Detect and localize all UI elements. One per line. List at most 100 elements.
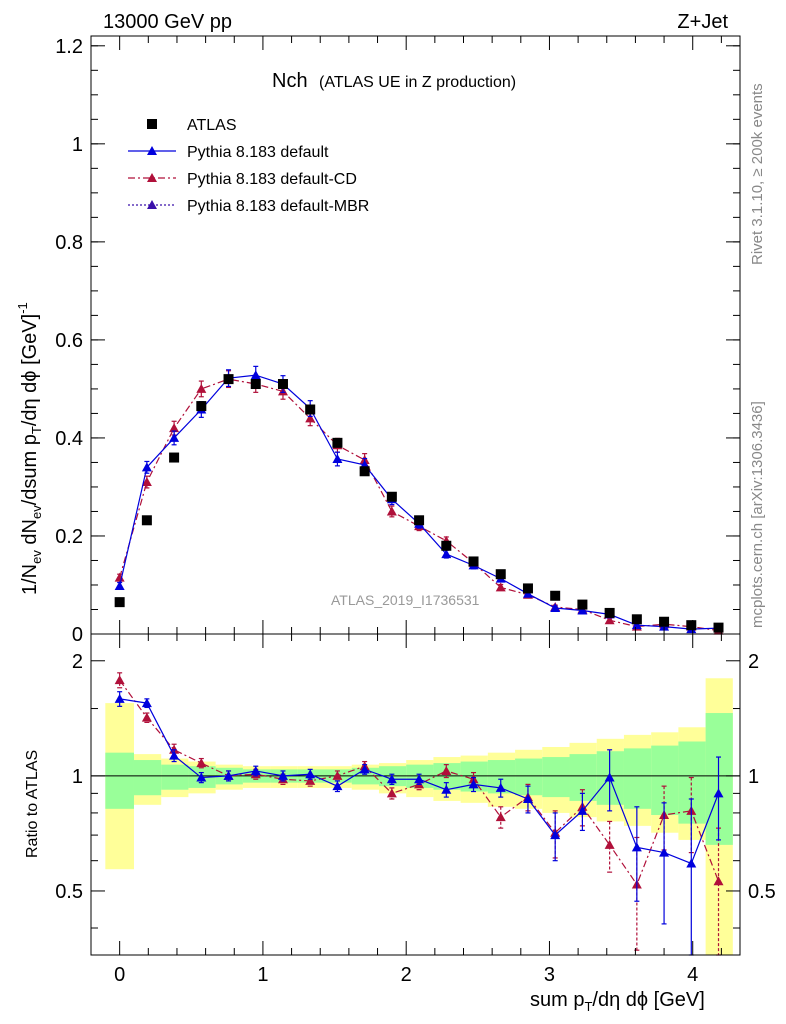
atlas-data-point [223, 374, 234, 385]
ratio-marker [441, 765, 452, 775]
uncertainty-band-green [651, 745, 679, 816]
ratio-marker [305, 775, 316, 785]
y-tick-label: 0.8 [55, 232, 83, 254]
x-axis-label: sum pT/dη dϕ [GeV] [530, 989, 705, 1014]
ratio-marker [604, 839, 615, 849]
y-tick-label: 0.6 [55, 330, 83, 352]
y-tick-label: 0 [72, 624, 83, 646]
uncertainty-band-green [105, 752, 134, 809]
ratio-marker [277, 770, 288, 780]
ratio-marker [332, 770, 343, 780]
ratio-marker [141, 712, 152, 722]
atlas-data-point [414, 515, 425, 526]
ratio-marker [468, 779, 479, 789]
mc-marker [114, 572, 125, 582]
x-tick-label: 2 [401, 964, 412, 986]
mc-marker [332, 454, 343, 464]
ratio-marker [604, 772, 615, 782]
mc-marker [305, 413, 316, 423]
ratio-y-tick-label-right: 1 [748, 766, 759, 788]
process-label: Z+Jet [677, 11, 728, 33]
side-label-rivet: Rivet 3.1.10, ≥ 200k events [749, 83, 766, 265]
ratio-y-axis-label: Ratio to ATLAS [24, 750, 41, 858]
ratio-marker [686, 858, 697, 868]
atlas-data-point [604, 607, 615, 618]
x-tick-label: 3 [544, 964, 555, 986]
ratio-marker [223, 770, 234, 780]
atlas-data-point [141, 515, 152, 526]
mc-marker [550, 603, 561, 613]
ratio-marker [631, 842, 642, 852]
ratio-frame [90, 633, 741, 956]
mc-marker [250, 370, 261, 380]
ratio-marker [713, 788, 724, 798]
uncertainty-band-green [705, 713, 733, 845]
main-y-axis-label: 1/Nev dNev/dsum pT/dη dϕ [GeV]-1 [15, 302, 44, 595]
atlas-data-point [114, 597, 125, 608]
legend-label: ATLAS [187, 117, 237, 134]
ratio-marker [250, 765, 261, 775]
mc-marker [196, 383, 207, 393]
atlas-data-point [359, 466, 370, 477]
mc-marker [604, 615, 615, 625]
legend-marker-atlas [147, 119, 157, 129]
ratio-marker [332, 781, 343, 791]
analysis-id-label: ATLAS_2019_I1736531 [331, 592, 480, 608]
ratio-marker [359, 764, 370, 774]
mc-marker [631, 620, 642, 630]
atlas-data-point [332, 437, 343, 448]
uncertainty-band-green [133, 760, 162, 796]
ratio-marker [305, 769, 316, 779]
legend-label: Pythia 8.183 default [187, 144, 329, 161]
uncertainty-band-green [161, 764, 189, 790]
energy-label: 13000 GeV pp [103, 11, 232, 33]
ratio-marker [495, 782, 506, 792]
ratio-marker [141, 698, 152, 708]
ratio-marker [114, 675, 125, 685]
atlas-data-point [713, 622, 724, 633]
ratio-marker [550, 830, 561, 840]
ratio-y-tick-label-right: 0.5 [748, 881, 776, 903]
ratio-marker [114, 693, 125, 703]
ratio-line-1 [119, 679, 720, 886]
plot-subtitle: (ATLAS UE in Z production) [319, 74, 516, 91]
series-line-2 [119, 378, 719, 632]
ratio-marker [386, 774, 397, 784]
atlas-data-point [686, 620, 697, 631]
ratio-marker [522, 793, 533, 803]
legend-marker [147, 200, 157, 209]
ratio-marker [659, 847, 670, 857]
atlas-data-point [468, 556, 479, 567]
ratio-marker [196, 772, 207, 782]
mc-marker [495, 582, 506, 592]
atlas-data-point [522, 583, 533, 594]
atlas-data-point [441, 540, 452, 551]
legend-marker [147, 146, 157, 155]
y-tick-label: 1 [72, 134, 83, 156]
y-tick-label: 1.2 [55, 36, 83, 58]
mc-marker [441, 549, 452, 559]
mc-marker [141, 462, 152, 472]
main-panel: 0 0.2 0.4 0.6 0.8 1 1.2 [55, 35, 741, 646]
ratio-y-tick-label: 2 [72, 651, 83, 673]
atlas-data-point [169, 452, 180, 463]
y-tick-label: 0.2 [55, 526, 83, 548]
uncertainty-band-green [623, 748, 652, 809]
uncertainty-band-green [542, 757, 570, 798]
mc-marker [169, 423, 180, 433]
plot-title: Nch [272, 70, 308, 92]
side-label-mcplots: mcplots.cern.ch [arXiv:1306.3436] [749, 401, 766, 628]
x-tick-label: 4 [687, 964, 698, 986]
ratio-panel: 0.5 0.5 1 1 2 2 0 1 2 3 4 [55, 633, 776, 986]
atlas-data-point [305, 404, 316, 415]
ratio-marker [577, 805, 588, 815]
x-tick-label: 0 [114, 964, 125, 986]
ratio-y-tick-label: 0.5 [55, 881, 83, 903]
ratio-marker [713, 876, 724, 886]
legend-label: Pythia 8.183 default-CD [187, 171, 357, 188]
legend-label: Pythia 8.183 default-MBR [187, 198, 369, 215]
mc-marker [114, 580, 125, 590]
uncertainty-band-green [515, 758, 543, 796]
svg-text:1/Nev dNev/dsum pT/dη dϕ [GeV: 1/Nev dNev/dsum pT/dη dϕ [GeV]-1 [15, 302, 44, 595]
